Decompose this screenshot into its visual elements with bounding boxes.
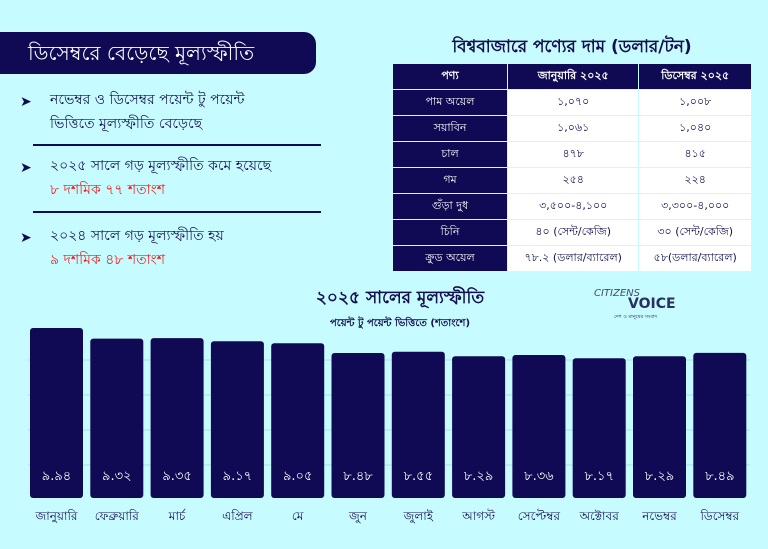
bar <box>572 358 626 498</box>
product-cell: গুঁড়া দুধ <box>392 193 508 220</box>
data-label: ৮.১৭ <box>584 469 613 484</box>
category-label: মে <box>292 509 304 523</box>
data-label: ৯.১৭ <box>223 469 252 484</box>
bar <box>271 343 325 498</box>
bar <box>331 352 385 498</box>
data-label: ৯.০৫ <box>283 469 312 484</box>
product-cell: চিনি <box>392 219 508 246</box>
category-label: এপ্রিল <box>222 509 254 523</box>
headline: ডিসেম্বরে বেড়েছে মূল্যস্ফীতি <box>0 32 316 74</box>
product-cell: পাম অয়েল <box>392 89 508 116</box>
data-label: ৮.৫৫ <box>404 469 433 484</box>
price-cell: ৪১৫ <box>638 141 752 168</box>
citizens-voice-logo: CITIZENS VOICE দেশ ও মানুষের সংবাদ <box>594 288 684 322</box>
price-cell: ৪০ (সেন্ট/কেজি) <box>506 219 640 246</box>
bar <box>452 356 506 498</box>
arrow-icon: ➤ <box>20 230 32 246</box>
bullet-text: ভিত্তিতে মূল্যস্ফীতি বেড়েছে <box>50 116 203 132</box>
category-label: জুলাই <box>403 509 434 524</box>
bar <box>633 356 686 498</box>
price-cell: ৩০ (সেন্ট/কেজি) <box>638 219 752 246</box>
table-row: সয়াবিন ১,০৬১ ১,০৪০ <box>392 115 752 142</box>
arrow-icon: ➤ <box>20 160 32 176</box>
price-cell: ১,০০৮ <box>638 89 752 116</box>
bar <box>90 338 144 498</box>
logo-tagline: দেশ ও মানুষের সংবাদ <box>614 314 658 320</box>
divider <box>33 211 321 213</box>
category-label: অক্টোবর <box>579 509 620 523</box>
data-label: ৮.২৯ <box>645 469 674 484</box>
price-cell: ৭৮.২ (ডলার/ব্যারেল) <box>506 245 640 272</box>
bar <box>150 338 204 498</box>
logo-text: VOICE <box>628 296 676 312</box>
arrow-icon: ➤ <box>20 94 32 110</box>
price-cell: ৫৮(ডলার/ব্যারেল) <box>638 245 752 272</box>
price-cell: ১,০৭০ <box>506 89 640 116</box>
data-label: ৯.৯৪ <box>42 469 71 484</box>
table-row: গুঁড়া দুধ ৩,৫০০-৪,১০০ ৩,৩০০-৪,০০০ <box>392 193 752 220</box>
price-cell: ২২৪ <box>638 167 752 194</box>
data-label: ৮.৪৮ <box>343 469 373 484</box>
bar <box>512 355 566 498</box>
data-label: ৮.৪৯ <box>705 469 734 484</box>
logo-text: CITIZENS <box>594 288 640 299</box>
bullet-text: ২০২৪ সালে গড় মূল্যস্ফীতি হয় <box>50 228 224 244</box>
price-cell: ১,০৬১ <box>506 115 640 142</box>
price-table: পণ্য জানুয়ারি ২০২৫ ডিসেম্বর ২০২৫ পাম অয… <box>392 63 752 272</box>
category-label: জুন <box>348 509 368 524</box>
table-header: পণ্য জানুয়ারি ২০২৫ ডিসেম্বর ২০২৫ <box>392 63 752 90</box>
table-row: চাল ৪৭৮ ৪১৫ <box>392 141 752 168</box>
category-label: আগস্ট <box>461 509 496 523</box>
product-cell: সয়াবিন <box>392 115 508 142</box>
category-label: ফেব্রুয়ারি <box>95 509 140 523</box>
data-label: ৮.৩৬ <box>524 469 554 484</box>
category-label: সেপ্টেম্বর <box>518 509 561 523</box>
chart-subtitle: পয়েন্ট টু পয়েন্ট ভিত্তিতে (শতাংশে) <box>329 318 471 329</box>
category-label: নভেম্বর <box>641 509 677 523</box>
inflation-bar-chart: ৯.৯৪ জানুয়ারি ৯.৩২ ফেব্রুয়ারি ৯.৩৫ মার্চ ৯.১… <box>28 328 750 524</box>
product-cell: গম <box>392 167 508 194</box>
table-row: গম ২৫৪ ২২৪ <box>392 167 752 194</box>
bar <box>693 352 747 498</box>
chart-title: ২০২৫ সালের মূল্যস্ফীতি <box>315 288 485 308</box>
table-row: পাম অয়েল ১,০৭০ ১,০০৮ <box>392 89 752 116</box>
bar <box>30 328 83 498</box>
data-label: ৯.৩৫ <box>162 469 191 484</box>
header-cell: ডিসেম্বর ২০২৫ <box>638 63 752 90</box>
price-cell: ৪৭৮ <box>506 141 640 168</box>
data-label: ৯.৩২ <box>102 469 131 484</box>
price-cell: ৩,৫০০-৪,১০০ <box>506 193 640 220</box>
product-cell: ক্রুড অয়েল <box>392 245 508 272</box>
price-cell: ২৫৪ <box>506 167 640 194</box>
bullet-text: নভেম্বর ও ডিসেম্বর পয়েন্ট টু পয়েন্ট <box>50 92 245 108</box>
header-cell: জানুয়ারি ২০২৫ <box>506 63 640 90</box>
bullet-highlight: ৮ দশমিক ৭৭ শতাংশ <box>50 182 166 198</box>
divider <box>33 144 321 146</box>
data-label: ৮.২৯ <box>464 469 493 484</box>
product-cell: চাল <box>392 141 508 168</box>
bullet-text: ২০২৫ সালে গড় মূল্যস্ফীতি কমে হয়েছে <box>50 158 272 174</box>
category-label: জানুয়ারি <box>35 509 78 524</box>
category-label: মার্চ <box>168 509 187 523</box>
price-cell: ৩,৩০০-৪,০০০ <box>638 193 752 220</box>
price-cell: ১,০৪০ <box>638 115 752 142</box>
table-row: চিনি ৪০ (সেন্ট/কেজি) ৩০ (সেন্ট/কেজি) <box>392 219 752 246</box>
header-cell: পণ্য <box>392 63 508 90</box>
bar <box>210 341 264 498</box>
bullet-highlight: ৯ দশমিক ৪৮ শতাংশ <box>50 252 165 268</box>
table-title: বিশ্ববাজারে পণ্যের দাম (ডলার/টন) <box>452 37 692 57</box>
table-row: ক্রুড অয়েল ৭৮.২ (ডলার/ব্যারেল) ৫৮(ডলার/ব্… <box>392 245 752 272</box>
category-label: ডিসেম্বর <box>699 509 739 523</box>
bar <box>391 351 445 498</box>
